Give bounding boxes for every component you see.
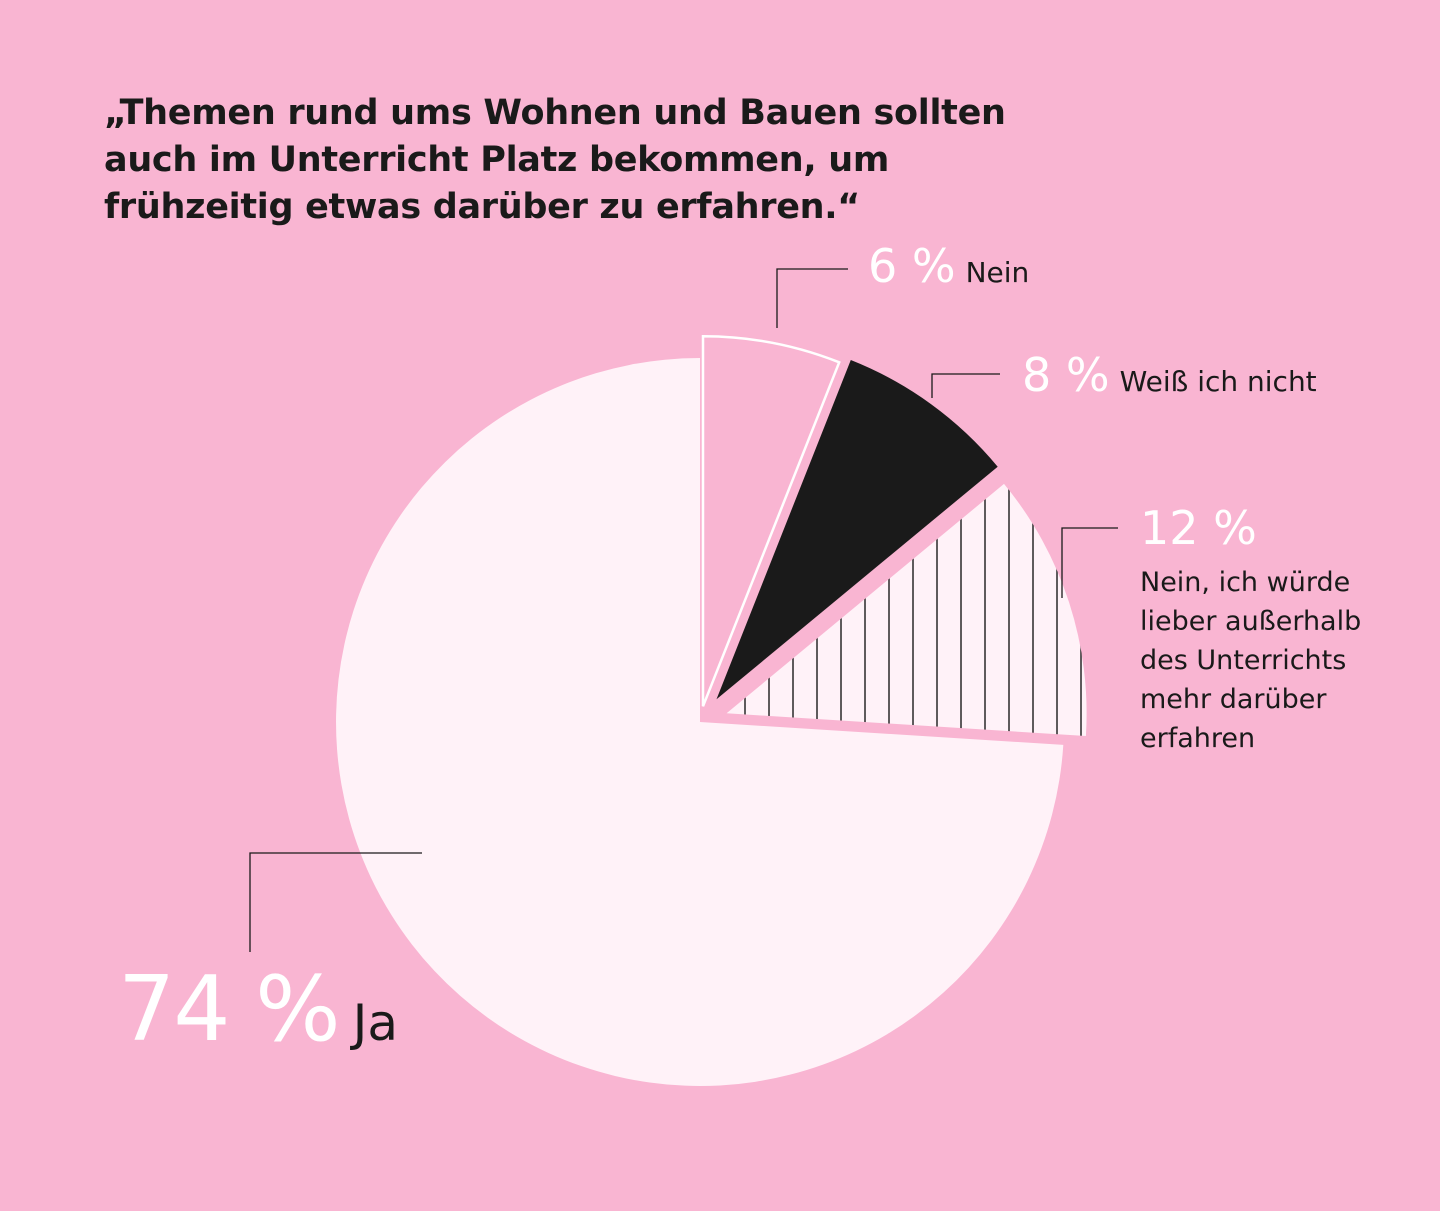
pie-slice-nein xyxy=(701,335,841,707)
slice-category-label: Weiß ich nicht xyxy=(1119,365,1317,398)
slice-category-label-lieber: Nein, ich würde lieber außerhalb des Unt… xyxy=(1140,567,1362,754)
leader-line-lieber xyxy=(1061,527,1118,598)
pie-slice-nein-ich-würde-lieber-außerhalb-des-unterrichts-mehr-darüber-erfahren xyxy=(726,483,1087,736)
slice-label-weiss-ich-nicht: 8 % Weiß ich nicht xyxy=(1022,352,1317,398)
slice-value-label: 6 % xyxy=(868,239,956,293)
slice-label-ja: 74 % Ja xyxy=(118,965,398,1055)
slice-category-label: Ja xyxy=(352,994,399,1052)
leader-line-nein xyxy=(776,268,848,328)
slice-label-nein: 6 % Nein xyxy=(868,243,1029,289)
pie-slices xyxy=(336,335,1087,1087)
leader-line-ja xyxy=(249,852,422,952)
slice-value-label-lieber: 12 % xyxy=(1140,501,1257,555)
pie-slice-ja xyxy=(336,358,1064,1087)
pie-slice-weiß-ich-nicht xyxy=(716,360,998,700)
chart-title: „Themen rund ums Wohnen und Bauen sollte… xyxy=(104,93,1006,227)
slice-category-label: Nein xyxy=(965,256,1030,289)
leader-line-weiss xyxy=(931,373,1000,398)
slice-value-label: 8 % xyxy=(1022,348,1110,402)
slice-value-label: 74 % xyxy=(118,957,341,1062)
leader-lines xyxy=(249,268,1118,952)
